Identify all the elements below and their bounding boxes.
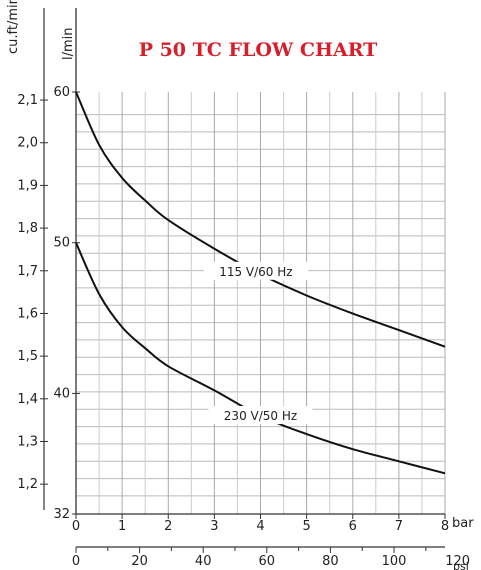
x-secondary-tick-label: 120 xyxy=(445,554,470,569)
x-tick-label: 2 xyxy=(164,519,172,534)
series-label-background xyxy=(203,261,308,280)
x-axis-unit-label: bar xyxy=(452,516,474,531)
y-left-tick-label: 2,1 xyxy=(17,93,38,108)
series-label: 115 V/60 Hz xyxy=(219,265,292,279)
y-left-tick-label: 1,5 xyxy=(17,349,38,364)
tick-labels: 0 1 2 3 4 5 6 7 80 20 40 60 80 100 1202,12,01,91,81,71… xyxy=(17,85,470,569)
x-tick-label: 5 xyxy=(302,519,310,534)
x-secondary-tick-label: 40 xyxy=(195,554,212,569)
x-tick-label: 7 xyxy=(395,519,403,534)
y-right-tick-label: 50 xyxy=(53,236,70,251)
x-tick-label: 1 xyxy=(118,519,126,534)
y-left-tick-label: 1,9 xyxy=(17,178,38,193)
x-tick-label: 4 xyxy=(256,519,264,534)
y-right-tick-label: 40 xyxy=(53,386,70,401)
y-left-tick-label: 1,3 xyxy=(17,434,38,449)
y-left-tick-label: 1,4 xyxy=(17,392,38,407)
y-right-unit-label: l/min xyxy=(61,27,76,60)
x-tick-label: 6 xyxy=(349,519,357,534)
x-secondary-tick-label: 60 xyxy=(259,554,276,569)
chart-title: P 50 TC FLOW CHART xyxy=(139,39,378,61)
x-tick-label: 8 xyxy=(441,519,449,534)
series-label: 230 V/50 Hz xyxy=(224,409,297,423)
y-right-tick-label: 32 xyxy=(53,507,70,522)
x-secondary-tick-label: 20 xyxy=(131,554,148,569)
y-left-unit-label: cu.ft/min xyxy=(6,0,21,54)
y-left-tick-label: 1,2 xyxy=(17,477,38,492)
x-tick-label: 0 xyxy=(72,519,80,534)
x-secondary-tick-label: 80 xyxy=(322,554,339,569)
x-tick-label: 3 xyxy=(210,519,218,534)
series-lines: 115 V/60 Hz 230 V/50 Hz xyxy=(75,91,446,475)
x-secondary-tick-label: 100 xyxy=(382,554,407,569)
y-right-tick-label: 60 xyxy=(53,85,70,100)
series-line xyxy=(75,91,446,348)
series-line xyxy=(75,242,446,475)
x-axis-secondary-unit-label: psi xyxy=(453,560,469,570)
series-label-background xyxy=(208,406,313,425)
y-left-tick-label: 1,7 xyxy=(17,264,38,279)
x-secondary-tick-label: 0 xyxy=(72,554,80,569)
y-left-tick-label: 1,6 xyxy=(17,306,38,321)
y-left-tick-label: 1,8 xyxy=(17,221,38,236)
y-left-tick-label: 2,0 xyxy=(17,136,38,151)
